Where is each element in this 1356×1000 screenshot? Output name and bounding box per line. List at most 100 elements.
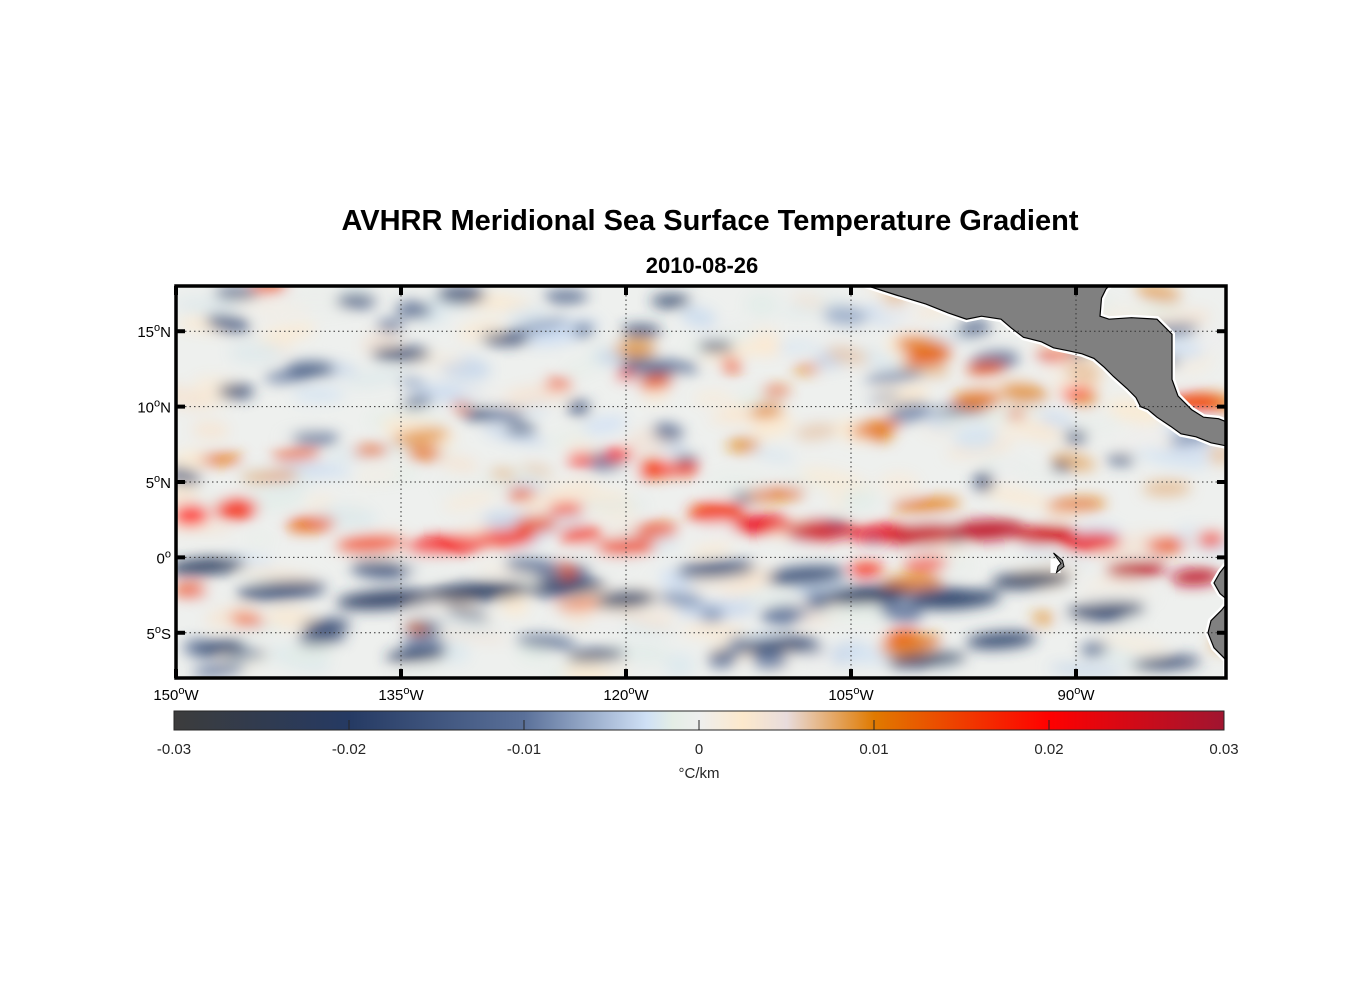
background-patch: [986, 425, 1036, 439]
background-patch: [840, 486, 879, 513]
cold-eddy-patch: [1051, 461, 1071, 472]
cold-eddy-patch: [1064, 430, 1088, 443]
warm-front-patch: [891, 498, 961, 511]
cold-front-patch: [421, 582, 531, 602]
warm-front-patch: [514, 517, 558, 532]
background-patch: [1008, 466, 1065, 483]
cold-eddy-patch: [698, 341, 734, 352]
background-patch: [738, 592, 805, 604]
eddy-patch: [638, 374, 673, 390]
sst-gradient-field: [176, 286, 1226, 678]
warm-front-patch: [1016, 525, 1076, 544]
eddy-patch: [721, 358, 742, 373]
background-patch: [692, 390, 732, 406]
background-patch: [1067, 414, 1123, 436]
colorbar-tick-label: 0.03: [1209, 741, 1238, 758]
background-patch: [752, 335, 782, 358]
eddy-patch: [652, 360, 700, 374]
warm-front-patch: [596, 538, 656, 555]
x-tick-label: 105oW: [828, 685, 874, 704]
background-patch: [582, 415, 628, 435]
cold-eddy-patch: [651, 295, 691, 308]
y-tick-label: 5oN: [146, 473, 171, 492]
background-patch: [303, 463, 354, 477]
eddy-patch: [826, 346, 870, 365]
cold-eddy-patch: [1107, 454, 1135, 465]
warm-front-patch: [271, 449, 321, 461]
warm-front-patch: [1197, 532, 1225, 547]
cold-front-patch: [886, 652, 966, 668]
eddy-patch: [1000, 383, 1048, 404]
eddy-patch: [708, 649, 737, 668]
warm-front-patch: [263, 471, 299, 481]
eddy-patch: [614, 340, 657, 358]
warm-front-patch: [869, 432, 893, 441]
cold-front-patch: [596, 591, 656, 608]
warm-front-patch: [199, 454, 243, 465]
warm-front-patch: [966, 362, 1006, 375]
eddy-patch: [520, 464, 555, 476]
cold-front-patch: [386, 649, 446, 662]
cold-front-patch: [196, 640, 246, 655]
background-patch: [1083, 582, 1161, 608]
cold-front-patch: [566, 649, 626, 662]
background-patch: [232, 299, 311, 315]
colorbar-tick-label: 0.01: [859, 741, 888, 758]
cold-front-patch: [301, 618, 351, 632]
cold-hole-patch: [950, 537, 962, 544]
background-patch: [240, 567, 317, 583]
background-patch: [570, 498, 650, 512]
eddy-patch: [794, 423, 838, 440]
background-patch: [875, 300, 929, 327]
cold-front-patch: [966, 631, 1036, 649]
background-patch: [176, 297, 243, 314]
eddy-patch: [572, 323, 594, 337]
background-patch: [791, 294, 826, 309]
background-patch: [442, 489, 497, 513]
y-tick-labels: 15oN 10oN 5oN 0o 5oS: [137, 322, 171, 643]
background-patch: [953, 424, 998, 450]
cold-eddy-patch: [336, 294, 376, 309]
colorbar-tick-labels: -0.03 -0.02 -0.01 0 0.01 0.02 0.03: [157, 741, 1239, 758]
background-patch: [1094, 531, 1170, 562]
eddy-patch: [229, 613, 265, 626]
eddy-patch: [1135, 286, 1182, 303]
axis-ticks: [174, 286, 1226, 678]
warm-front-patch: [634, 523, 678, 538]
background-patch: [256, 323, 316, 346]
background-patch: [516, 643, 550, 664]
cold-front-patch: [526, 579, 606, 596]
eddy-patch: [1032, 612, 1054, 624]
background-patch: [254, 314, 289, 330]
warm-front-patch: [567, 453, 595, 466]
background-patch: [1134, 449, 1210, 470]
warm-front-patch: [507, 488, 535, 501]
background-patch: [346, 367, 405, 389]
background-patch: [545, 428, 595, 448]
warm-front-patch: [746, 487, 806, 501]
eddy-patch: [402, 396, 433, 409]
y-tick-label: 15oN: [137, 322, 171, 341]
x-tick-label: 90oW: [1058, 685, 1096, 704]
background-patch: [519, 492, 593, 511]
eddy-patch: [1142, 480, 1192, 497]
eddy-patch: [760, 607, 800, 626]
colorbar-tick-label: 0.02: [1034, 741, 1063, 758]
background-patch: [690, 543, 733, 556]
warm-front-patch: [1046, 498, 1106, 511]
eddy-patch: [489, 468, 518, 479]
background-patch: [680, 306, 717, 328]
background-patch: [245, 532, 274, 545]
cold-front-patch: [911, 590, 1001, 610]
eddy-patch: [896, 336, 954, 358]
cold-eddy-patch: [218, 384, 254, 399]
x-tick-labels: 150oW 135oW 120oW 105oW 90oW: [153, 685, 1095, 704]
warm-front-patch: [731, 515, 791, 534]
background-patch: [980, 485, 1053, 508]
y-tick-label: 5oS: [147, 624, 171, 643]
warm-front-patch: [1036, 349, 1056, 358]
eddy-patch: [406, 623, 429, 634]
cold-front-patch: [1066, 601, 1146, 619]
background-patch: [228, 340, 283, 365]
